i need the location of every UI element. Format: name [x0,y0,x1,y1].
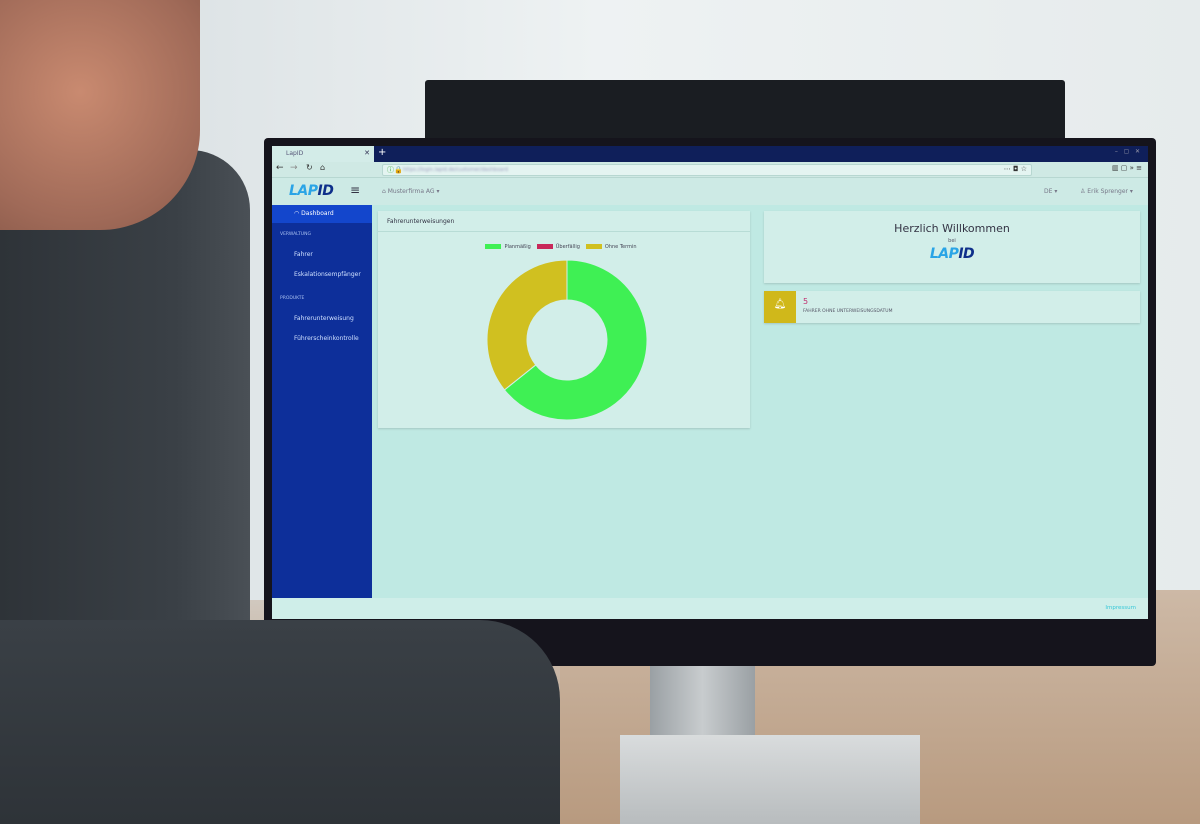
sidebar-item-escalation[interactable]: Eskalationsempfänger [272,266,372,284]
legend-label: Planmäßig [504,244,531,250]
impressum-link[interactable]: Impressum [1105,605,1136,611]
chart-card: Fahrerunterweisungen Planmäßig Überfällig… [378,211,750,428]
sidebar-item-dashboard[interactable]: ◠ Dashboard [272,205,372,223]
label: Dashboard [301,210,334,217]
screen: LapID ✕ + – ▢ ✕ ← → ↻ ⌂ https://login.lap… [272,146,1148,619]
legend-swatch [485,244,502,249]
legend-item[interactable]: Ohne Termin [585,244,637,250]
welcome-sub: bei [948,238,956,244]
legend-item[interactable]: Planmäßig [485,244,531,250]
label: Eskalationsempfänger [294,271,361,278]
menu-icon[interactable]: ▥ ▢ » ≡ [1111,164,1142,172]
home-icon[interactable]: ⌂ [320,163,326,172]
forward-icon[interactable]: → [290,163,298,173]
language-selector[interactable]: DE ▾ [1044,188,1058,195]
chart-card-title: Fahrerunterweisungen [378,211,750,232]
donut-slice-planmäßig[interactable] [503,259,648,421]
alert-card[interactable]: 🔔︎ 5 FAHRER OHNE UNTERWEISUNGSDATUM [764,291,1140,323]
background-monitor [425,80,1065,142]
section-products: PRODUKTE [280,296,305,301]
footer: Impressum [272,598,1148,619]
welcome-card: Herzlich Willkommen bei LAPID [764,211,1140,283]
sidebar-item-license[interactable]: Führerscheinkontrolle [272,330,372,348]
url-bar[interactable]: https://login.lapid.de/customer/dashboar… [382,164,1032,176]
sidebar-item-drivers[interactable]: Fahrer [272,246,372,264]
chart-legend: Planmäßig Überfällig Ohne Termin [378,244,750,250]
bell-icon: 🔔︎ [764,291,796,323]
browser-toolbar: ← → ↻ ⌂ https://login.lapid.de/customer/… [272,162,1148,178]
legend-label: Ohne Termin [604,244,637,250]
alert-label: FAHRER OHNE UNTERWEISUNGSDATUM [803,309,893,314]
user-menu[interactable]: ♙ Erik Sprenger ▾ [1080,188,1133,195]
lapid-logo-welcome: LAPID [929,246,975,262]
legend-item[interactable]: Überfällig [536,244,580,250]
section-admin: VERWALTUNG [280,232,311,237]
label: Fahrer [294,251,313,258]
browser-tab[interactable]: LapID ✕ [272,146,374,162]
donut-chart [486,259,648,421]
app-header: LAPID ≡ ⌂ Musterfirma AG ▾ DE ▾ ♙ Erik S… [272,178,1148,205]
person-shoulder [0,620,560,824]
company-selector[interactable]: ⌂ Musterfirma AG ▾ [382,188,440,195]
legend-swatch [585,244,602,249]
sidebar: ◠ Dashboard VERWALTUNG Fahrer Eskalation… [272,205,372,619]
alert-count: 5 [803,297,809,306]
url-text: https://login.lapid.de/customer/dashboar… [403,167,509,173]
lapid-logo[interactable]: LAPID [289,183,334,199]
legend-label: Überfällig [555,244,580,250]
sidebar-item-instruction[interactable]: Fahrerunterweisung [272,310,372,328]
company-name: Musterfirma AG ▾ [387,188,440,195]
label: Fahrerunterweisung [294,315,354,322]
tab-title: LapID [286,150,304,157]
window-controls[interactable]: – ▢ ✕ [1114,148,1140,155]
close-icon[interactable]: ✕ [364,149,370,157]
reload-icon[interactable]: ↻ [306,163,313,172]
label: Führerscheinkontrolle [294,335,359,342]
welcome-title: Herzlich Willkommen [894,222,1010,235]
bookmark-star-icon[interactable]: ⋯ ◘ ☆ [1003,165,1027,173]
monitor-base [620,735,920,824]
person-head [0,0,200,230]
new-tab-icon[interactable]: + [378,147,387,158]
legend-swatch [536,244,553,249]
back-icon[interactable]: ← [276,163,284,173]
user-name: Erik Sprenger ▾ [1087,188,1133,195]
browser-tab-bar: LapID ✕ + – ▢ ✕ [272,146,1148,162]
hamburger-icon[interactable]: ≡ [350,183,361,197]
donut-slice-ohne-termin[interactable] [486,259,568,391]
lock-icon: ⓘ🔒 [387,166,403,174]
